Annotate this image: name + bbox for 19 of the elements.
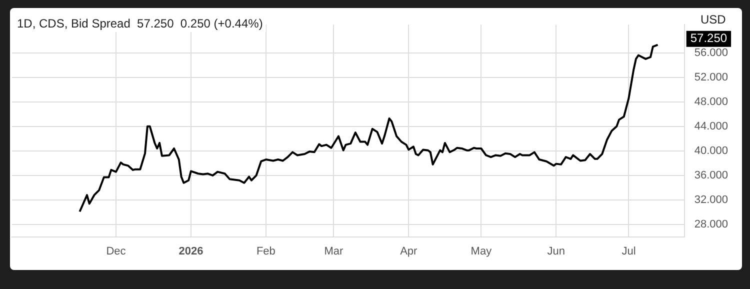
- y-tick-label: 36.000: [694, 170, 728, 182]
- y-tick-label: 28.000: [694, 218, 728, 231]
- y-tick-label: 56.000: [694, 46, 728, 59]
- x-tick-label: Jul: [622, 245, 636, 258]
- x-tick-label: Dec: [106, 245, 126, 258]
- x-tick-label: Jun: [547, 245, 566, 258]
- y-tick-label: 48.000: [694, 96, 728, 108]
- y-tick-label: 32.000: [694, 194, 728, 206]
- y-tick-label: 52.000: [694, 71, 728, 84]
- chart-title: 1D, CDS, Bid Spread 57.250 0.250 (+0.44%): [17, 16, 263, 30]
- y-tick-label: 40.000: [694, 144, 728, 157]
- x-tick-label: May: [470, 245, 492, 258]
- text: 57.250: [690, 31, 728, 46]
- y-tick-label: 44.000: [694, 120, 728, 132]
- x-tick-label: 2026: [178, 245, 204, 258]
- x-tick-label: Feb: [256, 245, 276, 258]
- x-tick-label: Mar: [324, 245, 344, 258]
- x-tick-label: Apr: [400, 245, 418, 258]
- text: USD: [700, 12, 726, 26]
